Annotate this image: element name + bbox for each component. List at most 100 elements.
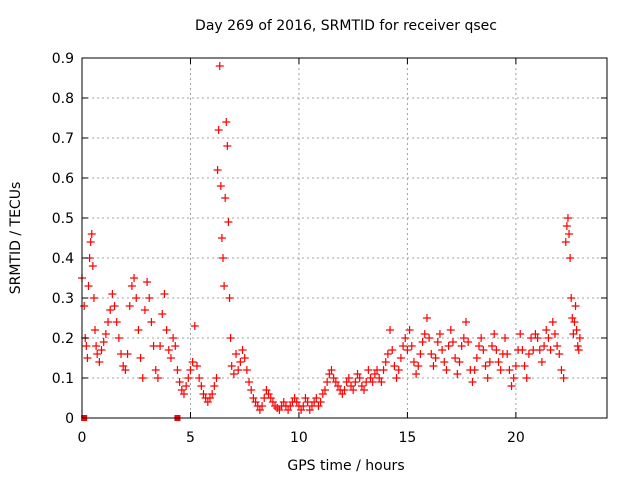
data-point — [570, 318, 579, 326]
y-tick-labels: 0 0.1 0.2 0.3 0.4 0.5 0.6 0.7 0.8 0.9 — [52, 51, 74, 427]
data-point — [501, 334, 510, 342]
data-point — [245, 378, 254, 386]
data-point — [524, 350, 533, 358]
data-point — [475, 342, 484, 350]
data-point — [83, 354, 92, 362]
x-axis-title: GPS time / hours — [287, 458, 404, 474]
data-point — [247, 386, 256, 394]
data-point — [232, 350, 241, 358]
data-point — [494, 358, 503, 366]
data-point — [520, 362, 529, 370]
data-point — [89, 294, 98, 302]
data-point — [509, 374, 518, 382]
data-point — [548, 318, 557, 326]
data-point — [87, 230, 96, 238]
y-tick-label: 0.3 — [52, 291, 74, 307]
data-point — [485, 358, 494, 366]
data-point — [511, 362, 520, 370]
data-point — [316, 398, 325, 406]
data-point — [92, 342, 101, 350]
data-point — [563, 214, 572, 222]
data-point — [490, 330, 499, 338]
data-points — [78, 62, 584, 421]
data-point — [208, 390, 217, 398]
data-point — [95, 358, 104, 366]
data-point — [312, 394, 321, 402]
data-point — [562, 222, 571, 230]
data-point — [492, 346, 501, 354]
data-point — [132, 294, 141, 302]
data-point — [344, 374, 353, 382]
data-point — [396, 354, 405, 362]
data-point — [479, 346, 488, 354]
data-point — [544, 334, 553, 342]
plot-frame — [81, 57, 608, 419]
data-point — [140, 306, 149, 314]
data-point — [470, 366, 479, 374]
data-point — [388, 346, 397, 354]
data-point — [127, 282, 136, 290]
data-point — [440, 358, 449, 366]
data-point — [190, 322, 199, 330]
data-point — [574, 346, 583, 354]
data-point — [219, 254, 228, 262]
data-point — [455, 358, 464, 366]
y-tick-label: 0 — [65, 411, 74, 427]
data-point — [390, 362, 399, 370]
data-point — [392, 374, 401, 382]
data-point — [130, 274, 139, 282]
data-point — [169, 334, 178, 342]
data-point — [444, 342, 453, 350]
data-point — [488, 342, 497, 350]
data-point — [379, 366, 388, 374]
data-point — [464, 338, 473, 346]
data-point — [171, 342, 180, 350]
data-point — [503, 350, 512, 358]
data-point — [212, 374, 221, 382]
data-point — [86, 238, 95, 246]
data-point — [299, 402, 308, 410]
data-point — [403, 346, 412, 354]
data-point — [136, 354, 145, 362]
data-point — [360, 386, 369, 394]
data-point — [505, 366, 514, 374]
data-point — [184, 374, 193, 382]
data-point — [234, 366, 243, 374]
data-point — [565, 230, 574, 238]
data-point — [429, 362, 438, 370]
data-point — [112, 318, 121, 326]
data-point — [101, 330, 110, 338]
data-point — [535, 346, 544, 354]
data-point — [522, 374, 531, 382]
x-tick-label: 0 — [78, 430, 87, 446]
data-point — [540, 342, 549, 350]
data-point — [567, 294, 576, 302]
data-point — [173, 366, 182, 374]
data-point — [156, 342, 165, 350]
data-point — [125, 302, 134, 310]
data-point — [481, 362, 490, 370]
data-point — [420, 330, 429, 338]
data-point — [91, 326, 100, 334]
data-point — [468, 378, 477, 386]
x-tick-label: 5 — [186, 430, 195, 446]
data-point — [162, 326, 171, 334]
data-point — [399, 342, 408, 350]
data-point — [143, 278, 152, 286]
data-point — [217, 234, 226, 242]
data-point — [364, 366, 373, 374]
ticks — [81, 57, 607, 419]
data-point — [242, 366, 251, 374]
y-tick-label: 0.8 — [52, 91, 74, 107]
data-point — [93, 350, 102, 358]
data-point — [553, 342, 562, 350]
data-point — [414, 362, 423, 370]
data-point — [516, 330, 525, 338]
data-point — [542, 326, 551, 334]
data-point — [472, 354, 481, 362]
data-point — [222, 118, 231, 126]
data-point — [151, 366, 160, 374]
data-point — [224, 218, 233, 226]
